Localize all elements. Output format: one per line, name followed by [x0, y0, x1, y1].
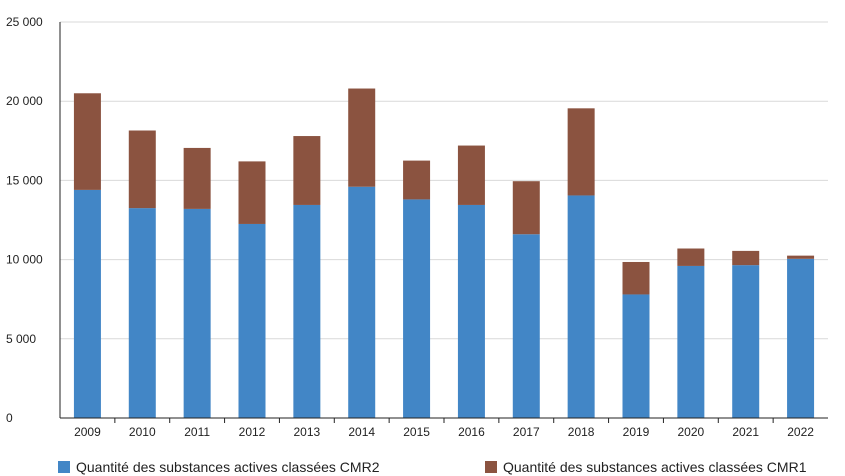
bar-cmr1-2009: [73, 93, 101, 190]
bar-cmr2-2018: [567, 195, 595, 418]
x-tick-label: 2010: [129, 425, 156, 439]
bar-cmr2-2011: [183, 208, 211, 418]
bar-cmr1-2016: [457, 145, 485, 205]
bar-cmr1-2019: [622, 261, 650, 295]
bar-cmr2-2016: [457, 204, 485, 418]
bar-cmr2-2012: [238, 223, 266, 418]
y-tick-labels: 0 5 000 10 000 15 000 20 000 25 000: [6, 15, 43, 425]
bar-cmr1-2010: [128, 130, 156, 209]
legend-swatch-cmr1: [485, 461, 497, 473]
x-tick-label: 2011: [184, 425, 210, 439]
bar-cmr1-2020: [677, 248, 705, 266]
x-tick-label: 2017: [513, 425, 540, 439]
bar-cmr1-2022: [787, 255, 815, 259]
x-tick-label: 2021: [732, 425, 759, 439]
x-tick-label: 2022: [787, 425, 814, 439]
x-tick-label: 2009: [74, 425, 101, 439]
y-tick-label: 25 000: [6, 15, 43, 29]
y-tick-label: 20 000: [6, 94, 43, 108]
bar-cmr1-2021: [732, 250, 760, 266]
x-tick-label: 2018: [568, 425, 595, 439]
bar-cmr1-2015: [403, 160, 431, 200]
bar-cmr1-2013: [293, 136, 321, 205]
x-tick-labels: 2009 2010 2011 2012 2013 2014 2015 2016 2017 2018…: [74, 425, 814, 439]
x-tick-label: 2020: [678, 425, 705, 439]
bar-cmr2-2009: [73, 189, 101, 418]
bar-cmr2-2020: [677, 265, 705, 418]
bar-cmr2-2019: [622, 294, 650, 418]
bar-cmr2-2021: [732, 265, 760, 418]
bar-cmr2-2014: [348, 186, 376, 418]
x-tick-label: 2012: [239, 425, 266, 439]
y-tick-label: 10 000: [6, 253, 43, 267]
x-tick-label: 2014: [348, 425, 375, 439]
bar-cmr2-2015: [403, 199, 431, 418]
x-tick-label: 2013: [294, 425, 321, 439]
x-tick-label: 2019: [623, 425, 650, 439]
bar-cmr1-2014: [348, 88, 376, 187]
y-tick-label: 0: [6, 411, 13, 425]
gridlines: [60, 21, 828, 340]
bar-cmr1-2018: [567, 108, 595, 196]
bar-cmr2-2022: [787, 258, 815, 418]
legend-item-cmr2: Quantité des substances actives classées…: [58, 459, 379, 475]
bar-cmr1-2017: [512, 181, 540, 235]
legend-swatch-cmr2: [58, 461, 70, 473]
bar-cmr2-2017: [512, 234, 540, 418]
bar-cmr2-2010: [128, 208, 156, 418]
legend-label-cmr1: Quantité des substances actives classées…: [503, 459, 807, 475]
bars: [73, 88, 815, 418]
bar-cmr1-2012: [238, 161, 266, 224]
bar-cmr2-2013: [293, 204, 321, 418]
x-tick-label: 2016: [458, 425, 485, 439]
legend: Quantité des substances actives classées…: [0, 456, 845, 476]
x-tick-label: 2015: [403, 425, 430, 439]
legend-item-cmr1: Quantité des substances actives classées…: [485, 459, 806, 475]
legend-label-cmr2: Quantité des substances actives classées…: [76, 459, 380, 475]
y-tick-label: 5 000: [6, 332, 36, 346]
y-tick-label: 15 000: [6, 173, 43, 187]
bar-cmr1-2011: [183, 147, 211, 209]
axes: [59, 22, 828, 423]
